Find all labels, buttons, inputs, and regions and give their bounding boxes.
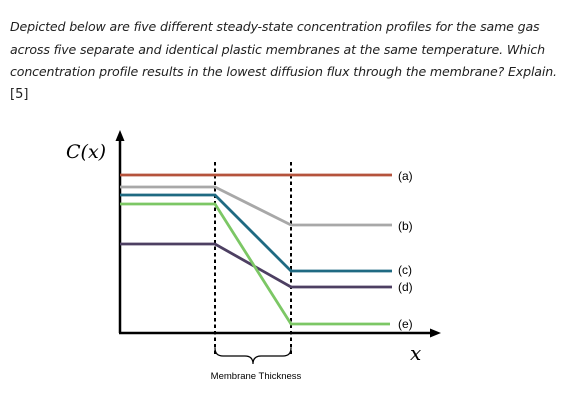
- y-axis-label: C(x): [66, 141, 106, 163]
- profile-b-label: (b): [398, 219, 413, 233]
- y-axis-arrowhead: [115, 130, 125, 141]
- question-line: Depicted below are five different steady…: [10, 19, 540, 34]
- question-text: Depicted below are five different steady…: [10, 16, 570, 84]
- question-line: concentration profile results in the low…: [10, 64, 557, 79]
- profile-b-line: [120, 185, 392, 227]
- profile-c-line: [120, 193, 392, 273]
- profile-d-line: [120, 242, 392, 289]
- x-axis-arrowhead: [430, 328, 441, 338]
- membrane-thickness-brace: [214, 347, 292, 365]
- membrane-thickness-label: Membrane Thickness: [211, 371, 302, 382]
- profile-c-label: (c): [398, 263, 412, 277]
- marks-label: [5]: [10, 87, 29, 102]
- profile-e-label: (e): [398, 317, 413, 331]
- x-axis-label: x: [410, 341, 421, 365]
- profile-e-line: [120, 202, 390, 326]
- profile-a-label: (a): [398, 169, 413, 183]
- profile-d-label: (d): [398, 280, 413, 294]
- question-line: across five separate and identical plast…: [10, 41, 545, 57]
